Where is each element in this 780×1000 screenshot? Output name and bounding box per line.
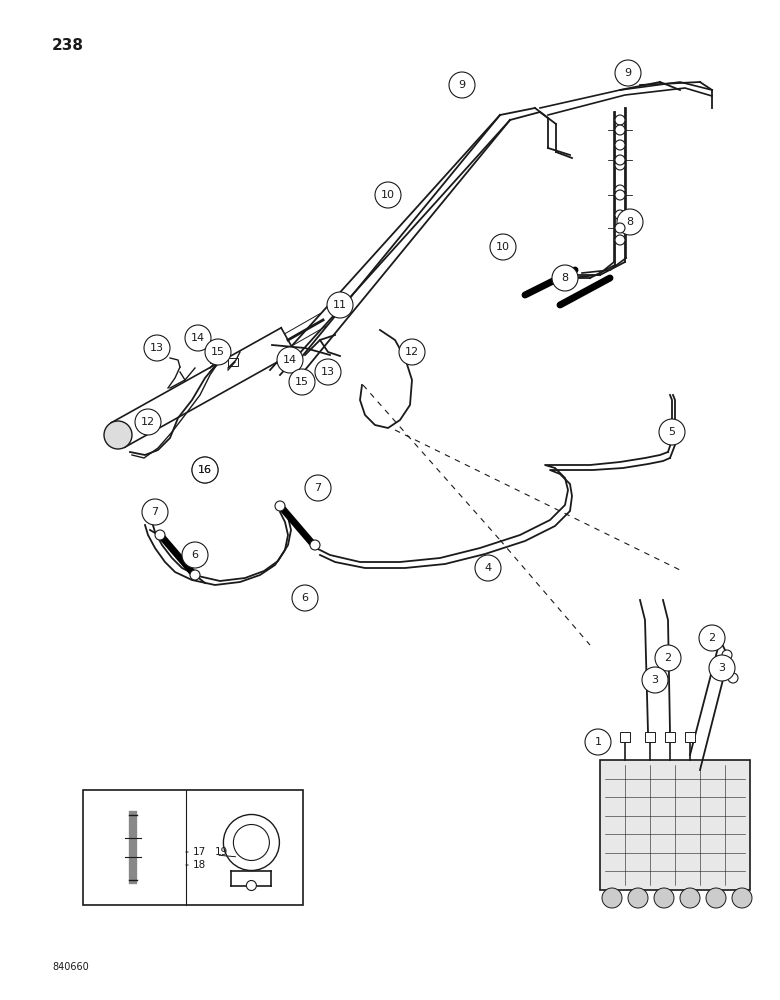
Circle shape — [628, 888, 648, 908]
Circle shape — [289, 369, 315, 395]
Bar — [645, 732, 655, 742]
Circle shape — [185, 325, 211, 351]
Text: 5: 5 — [668, 427, 675, 437]
Bar — [685, 732, 695, 742]
Circle shape — [706, 888, 726, 908]
Circle shape — [490, 234, 516, 260]
Text: 2: 2 — [665, 653, 672, 663]
Circle shape — [615, 60, 641, 86]
Circle shape — [144, 335, 170, 361]
Circle shape — [310, 540, 320, 550]
Circle shape — [732, 888, 752, 908]
Circle shape — [399, 339, 425, 365]
Text: 3: 3 — [651, 675, 658, 685]
Text: 9: 9 — [459, 80, 466, 90]
Circle shape — [615, 160, 625, 170]
Circle shape — [205, 339, 231, 365]
Text: 2: 2 — [708, 633, 715, 643]
Circle shape — [275, 501, 285, 511]
Circle shape — [615, 223, 625, 233]
Circle shape — [192, 457, 218, 483]
Circle shape — [190, 570, 200, 580]
Bar — [210, 355, 220, 363]
Circle shape — [728, 673, 738, 683]
Bar — [228, 358, 238, 366]
Circle shape — [305, 475, 331, 501]
Circle shape — [475, 555, 501, 581]
Text: 10: 10 — [496, 242, 510, 252]
Circle shape — [615, 140, 625, 150]
Circle shape — [602, 888, 622, 908]
Circle shape — [375, 182, 401, 208]
Text: 16: 16 — [198, 465, 212, 475]
Circle shape — [655, 645, 681, 671]
Text: 13: 13 — [150, 343, 164, 353]
Circle shape — [192, 457, 218, 483]
Text: 7: 7 — [151, 507, 158, 517]
Bar — [620, 732, 630, 742]
Circle shape — [615, 210, 625, 220]
Circle shape — [699, 625, 725, 651]
Text: 6: 6 — [192, 550, 198, 560]
Circle shape — [182, 542, 208, 568]
Circle shape — [552, 265, 578, 291]
Circle shape — [135, 409, 161, 435]
Circle shape — [722, 650, 732, 660]
Circle shape — [315, 359, 341, 385]
Text: 10: 10 — [381, 190, 395, 200]
Text: 1: 1 — [594, 737, 601, 747]
Circle shape — [155, 530, 165, 540]
Text: 8: 8 — [626, 217, 633, 227]
Circle shape — [233, 824, 269, 860]
Text: 9: 9 — [625, 68, 632, 78]
Text: 6: 6 — [302, 593, 309, 603]
Circle shape — [654, 888, 674, 908]
Circle shape — [617, 209, 643, 235]
Text: 840660: 840660 — [52, 962, 89, 972]
Circle shape — [327, 292, 353, 318]
Circle shape — [292, 585, 318, 611]
Text: 4: 4 — [484, 563, 491, 573]
Circle shape — [642, 667, 668, 693]
Text: 8: 8 — [562, 273, 569, 283]
Circle shape — [615, 155, 625, 165]
Text: 12: 12 — [141, 417, 155, 427]
Text: 12: 12 — [405, 347, 419, 357]
Text: 16: 16 — [198, 465, 212, 475]
Text: 7: 7 — [314, 483, 321, 493]
Text: 11: 11 — [333, 300, 347, 310]
Text: 14: 14 — [283, 355, 297, 365]
Text: 13: 13 — [321, 367, 335, 377]
Circle shape — [659, 419, 685, 445]
Circle shape — [615, 115, 625, 125]
Text: 14: 14 — [191, 333, 205, 343]
Text: 238: 238 — [52, 38, 84, 53]
Text: 19: 19 — [215, 847, 228, 857]
Text: 18: 18 — [193, 860, 206, 870]
Circle shape — [585, 729, 611, 755]
Circle shape — [246, 880, 257, 890]
Circle shape — [615, 190, 625, 200]
Bar — [665, 732, 675, 742]
Circle shape — [709, 655, 735, 681]
Text: 15: 15 — [295, 377, 309, 387]
Circle shape — [104, 421, 132, 449]
Circle shape — [142, 499, 168, 525]
Circle shape — [615, 125, 625, 135]
Bar — [83, 790, 303, 905]
Circle shape — [680, 888, 700, 908]
Circle shape — [277, 347, 303, 373]
Circle shape — [615, 235, 625, 245]
Bar — [600, 760, 750, 890]
Text: 17: 17 — [193, 847, 206, 857]
Circle shape — [449, 72, 475, 98]
Text: 3: 3 — [718, 663, 725, 673]
Circle shape — [615, 185, 625, 195]
Text: 15: 15 — [211, 347, 225, 357]
